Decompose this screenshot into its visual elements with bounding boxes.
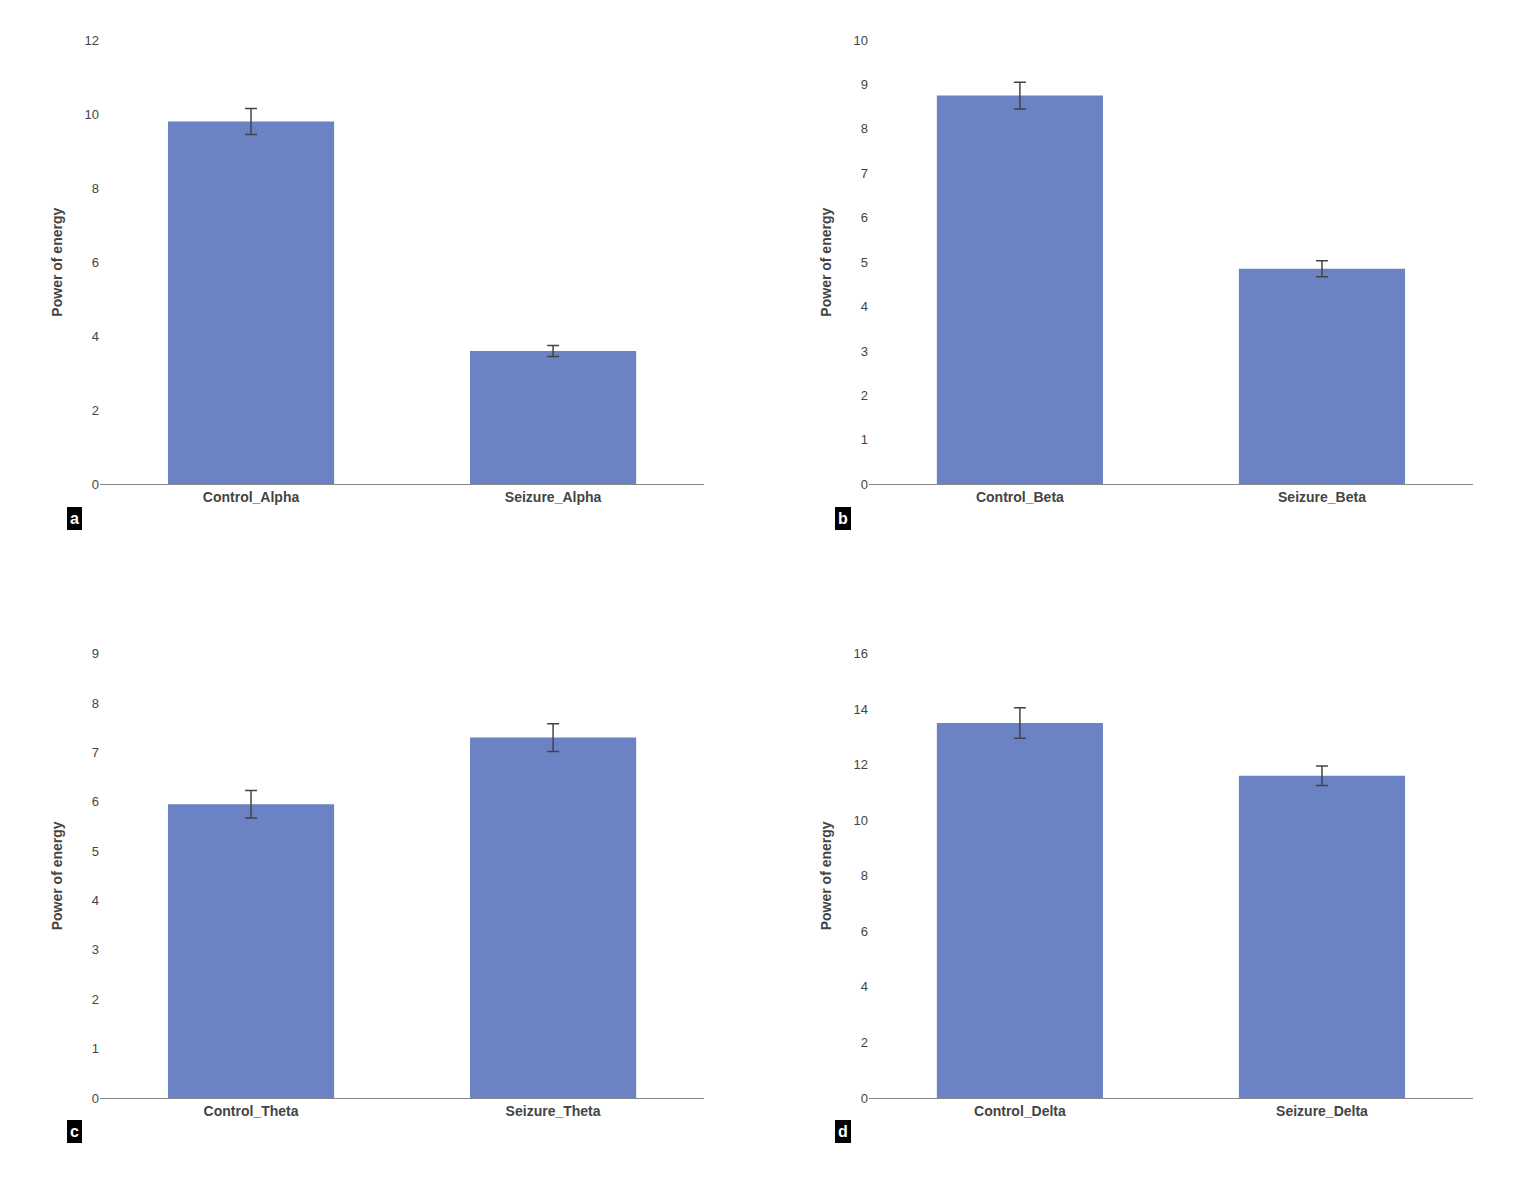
svg-text:Seizure_Beta: Seizure_Beta bbox=[1278, 489, 1366, 505]
svg-text:Power of energy: Power of energy bbox=[49, 208, 65, 317]
svg-text:5: 5 bbox=[92, 844, 99, 859]
svg-text:c: c bbox=[70, 1123, 79, 1140]
svg-text:d: d bbox=[838, 1123, 848, 1140]
svg-text:10: 10 bbox=[85, 107, 99, 122]
svg-text:Control_Theta: Control_Theta bbox=[204, 1103, 299, 1119]
svg-text:0: 0 bbox=[861, 477, 868, 492]
svg-text:3: 3 bbox=[861, 344, 868, 359]
svg-text:5: 5 bbox=[861, 255, 868, 270]
svg-text:8: 8 bbox=[92, 696, 99, 711]
svg-text:12: 12 bbox=[853, 757, 867, 772]
svg-text:0: 0 bbox=[92, 1091, 99, 1106]
svg-text:4: 4 bbox=[861, 979, 868, 994]
svg-text:8: 8 bbox=[92, 181, 99, 196]
svg-text:Seizure_Alpha: Seizure_Alpha bbox=[505, 489, 602, 505]
svg-text:Control_Delta: Control_Delta bbox=[974, 1103, 1066, 1119]
svg-text:1: 1 bbox=[861, 432, 868, 447]
svg-text:2: 2 bbox=[861, 388, 868, 403]
svg-text:1: 1 bbox=[92, 1041, 99, 1056]
svg-text:0: 0 bbox=[92, 477, 99, 492]
svg-text:9: 9 bbox=[861, 77, 868, 92]
svg-text:10: 10 bbox=[853, 33, 867, 48]
svg-text:b: b bbox=[838, 510, 848, 527]
svg-text:4: 4 bbox=[92, 329, 99, 344]
svg-text:14: 14 bbox=[853, 702, 867, 717]
svg-text:7: 7 bbox=[92, 745, 99, 760]
svg-text:8: 8 bbox=[861, 121, 868, 136]
svg-text:0: 0 bbox=[861, 1091, 868, 1106]
svg-text:Power of energy: Power of energy bbox=[818, 208, 834, 317]
svg-text:6: 6 bbox=[861, 924, 868, 939]
svg-text:9: 9 bbox=[92, 646, 99, 661]
svg-text:4: 4 bbox=[92, 893, 99, 908]
svg-text:10: 10 bbox=[853, 813, 867, 828]
svg-text:Control_Alpha: Control_Alpha bbox=[203, 489, 300, 505]
svg-text:Control_Beta: Control_Beta bbox=[976, 489, 1064, 505]
svg-text:Seizure_Delta: Seizure_Delta bbox=[1276, 1103, 1368, 1119]
svg-text:Power of energy: Power of energy bbox=[49, 821, 65, 930]
svg-text:6: 6 bbox=[92, 794, 99, 809]
svg-text:3: 3 bbox=[92, 942, 99, 957]
svg-text:2: 2 bbox=[861, 1035, 868, 1050]
svg-text:12: 12 bbox=[85, 33, 99, 48]
svg-text:16: 16 bbox=[853, 646, 867, 661]
svg-text:2: 2 bbox=[92, 403, 99, 418]
svg-text:6: 6 bbox=[92, 255, 99, 270]
svg-text:Power of energy: Power of energy bbox=[818, 821, 834, 930]
svg-text:6: 6 bbox=[861, 210, 868, 225]
svg-text:2: 2 bbox=[92, 992, 99, 1007]
svg-text:8: 8 bbox=[861, 868, 868, 883]
svg-text:4: 4 bbox=[861, 299, 868, 314]
svg-text:7: 7 bbox=[861, 166, 868, 181]
svg-text:Seizure_Theta: Seizure_Theta bbox=[506, 1103, 601, 1119]
svg-text:a: a bbox=[70, 510, 79, 527]
